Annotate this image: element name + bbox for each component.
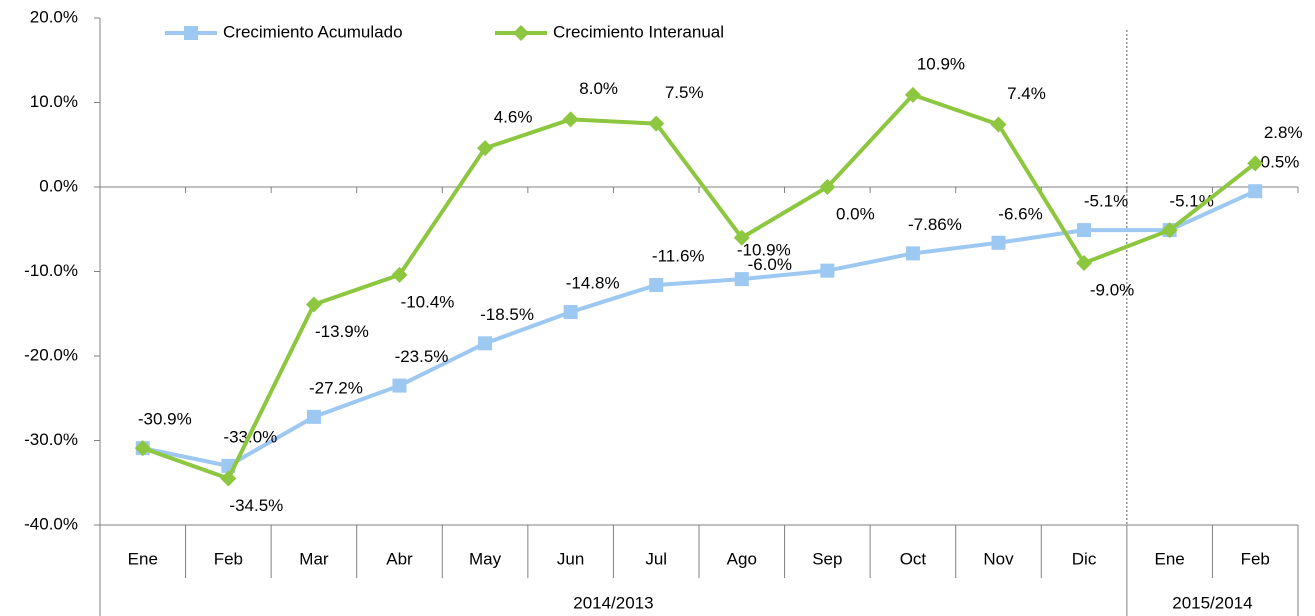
data-label: -10.9% <box>737 241 791 260</box>
data-point <box>306 409 321 424</box>
data-point <box>1248 184 1263 199</box>
data-label: 7.4% <box>1007 84 1046 103</box>
y-tick-label: 20.0% <box>30 7 78 26</box>
data-point <box>1076 255 1093 272</box>
data-label: -7.86% <box>908 215 962 234</box>
data-label: 0.0% <box>836 204 875 223</box>
group-label: 2015/2014 <box>1172 593 1252 612</box>
data-label: 7.5% <box>665 83 704 102</box>
data-label: -27.2% <box>309 378 363 397</box>
x-tick-label: Mar <box>299 549 329 568</box>
x-tick-label: Feb <box>1241 549 1270 568</box>
data-label: -0.5% <box>1255 153 1299 172</box>
data-point <box>905 246 920 261</box>
data-point <box>1161 222 1178 239</box>
data-point <box>562 111 579 128</box>
x-tick-label: Ago <box>727 549 757 568</box>
legend-marker <box>184 26 198 40</box>
data-label: 8.0% <box>579 79 618 98</box>
y-tick-label: -30.0% <box>24 430 78 449</box>
data-label: -23.5% <box>395 347 449 366</box>
legend-label: Crecimiento Interanual <box>553 22 724 41</box>
data-point <box>649 278 664 293</box>
x-tick-label: Jun <box>557 549 584 568</box>
data-point <box>478 336 493 351</box>
data-point <box>391 266 408 283</box>
data-point <box>820 263 835 278</box>
data-label: -10.4% <box>401 292 455 311</box>
data-point <box>1077 223 1092 238</box>
data-label: 4.6% <box>494 108 533 127</box>
x-tick-label: Oct <box>900 549 927 568</box>
x-tick-label: Dic <box>1072 549 1097 568</box>
x-tick-label: Sep <box>812 549 842 568</box>
data-point <box>991 235 1006 250</box>
data-label: 10.9% <box>917 54 965 73</box>
legend-marker <box>513 25 529 41</box>
x-tick-label: Jul <box>645 549 667 568</box>
series-line <box>142 92 1257 482</box>
data-label: -9.0% <box>1090 281 1134 300</box>
x-tick-label: Nov <box>983 549 1014 568</box>
x-tick-label: Feb <box>214 549 243 568</box>
data-label: -6.6% <box>998 204 1042 223</box>
data-label: 2.8% <box>1264 123 1303 142</box>
x-tick-label: May <box>469 549 502 568</box>
data-label: -13.9% <box>315 322 369 341</box>
data-point <box>1247 155 1264 172</box>
x-tick-label: Ene <box>1155 549 1185 568</box>
legend-label: Crecimiento Acumulado <box>223 22 403 41</box>
group-label: 2014/2013 <box>573 593 653 612</box>
y-tick-label: -40.0% <box>24 514 78 533</box>
x-tick-label: Abr <box>386 549 413 568</box>
data-point <box>990 116 1007 133</box>
data-point <box>220 470 237 487</box>
data-point <box>733 229 750 246</box>
y-tick-label: -20.0% <box>24 345 78 364</box>
data-point <box>819 179 836 195</box>
x-tick-label: Ene <box>128 549 158 568</box>
data-point <box>305 296 322 313</box>
data-point <box>134 440 151 457</box>
data-point <box>734 272 749 287</box>
data-point <box>904 86 921 103</box>
series-line <box>142 189 1257 468</box>
data-label: -14.8% <box>566 274 620 293</box>
y-tick-label: -10.0% <box>24 261 78 280</box>
data-point <box>563 305 578 320</box>
data-label: -6.0% <box>748 255 792 274</box>
data-point <box>648 115 665 132</box>
y-tick-label: 10.0% <box>30 92 78 111</box>
data-label: -30.9% <box>138 410 192 429</box>
data-label: -18.5% <box>480 305 534 324</box>
data-label: -34.5% <box>229 496 283 515</box>
data-label: -11.6% <box>652 247 705 266</box>
data-label: -5.1% <box>1084 192 1128 211</box>
data-point <box>477 140 494 157</box>
data-point <box>392 378 407 393</box>
y-tick-label: 0.0% <box>39 176 78 195</box>
